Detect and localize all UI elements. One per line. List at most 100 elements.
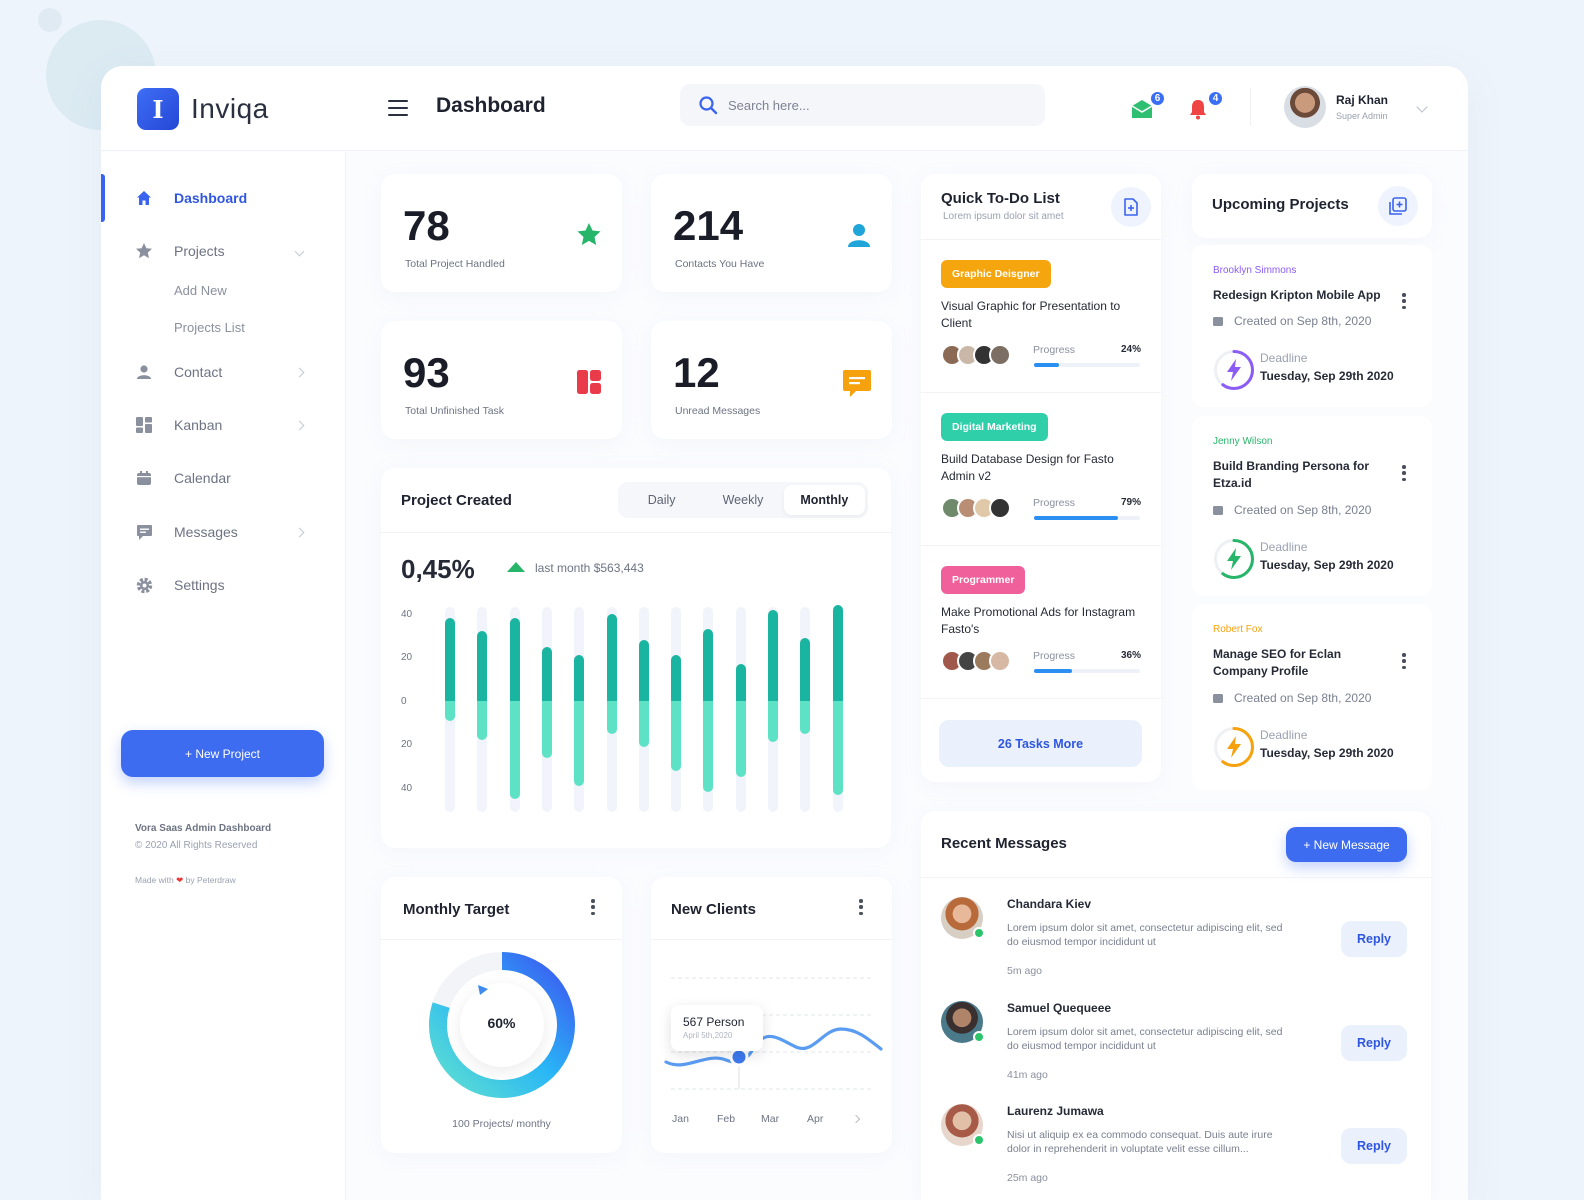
search-input[interactable] xyxy=(728,97,1028,113)
project-created-card: Project Created Daily Weekly Monthly 0,4… xyxy=(381,468,891,848)
bar-positive[interactable] xyxy=(832,605,843,701)
logo[interactable]: I Inviqa xyxy=(137,88,269,130)
chevron-right-icon[interactable] xyxy=(851,1114,861,1124)
deadline-date: Tuesday, Sep 29th 2020 xyxy=(1260,746,1394,760)
todo-task[interactable]: Programmer Make Promotional Ads for Inst… xyxy=(921,546,1161,699)
bar-negative[interactable] xyxy=(768,701,778,743)
user-role: Super Admin xyxy=(1336,111,1388,121)
envelope-icon xyxy=(1131,100,1153,118)
message-sender[interactable]: Samuel Quequeee xyxy=(1007,1000,1112,1015)
sidebar-subitem-projects-list[interactable]: Projects List xyxy=(174,320,245,335)
sidebar-item-messages[interactable]: Messages xyxy=(101,512,346,552)
todo-task[interactable]: Digital Marketing Build Database Design … xyxy=(921,393,1161,546)
project-card[interactable]: Robert Fox Manage SEO for Eclan Company … xyxy=(1192,604,1432,790)
message-time: 5m ago xyxy=(1007,965,1043,977)
reply-button[interactable]: Reply xyxy=(1341,921,1407,957)
bar-negative[interactable] xyxy=(477,701,488,741)
bar-negative[interactable] xyxy=(541,701,552,758)
more-options-icon[interactable] xyxy=(591,899,595,915)
bar-negative[interactable] xyxy=(832,701,843,795)
add-project-button[interactable] xyxy=(1378,186,1418,226)
sidebar-item-projects[interactable]: Projects xyxy=(101,231,346,271)
sidebar-subitem-add-new[interactable]: Add New xyxy=(174,283,227,298)
new-clients-line-chart xyxy=(664,977,883,1090)
more-tasks-button[interactable]: 26 Tasks More xyxy=(939,720,1142,767)
new-message-button[interactable]: + New Message xyxy=(1286,827,1407,862)
tab-monthly[interactable]: Monthly xyxy=(783,485,865,515)
bar-positive[interactable] xyxy=(477,631,488,701)
project-owner[interactable]: Brooklyn Simmons xyxy=(1213,265,1297,276)
more-options-icon[interactable] xyxy=(859,899,863,915)
bar-positive[interactable] xyxy=(800,637,811,701)
bar-positive[interactable] xyxy=(768,609,778,701)
message-sender[interactable]: Chandara Kiev xyxy=(1007,897,1092,911)
bar-negative[interactable] xyxy=(735,701,746,778)
bar-positive[interactable] xyxy=(735,664,746,701)
bar-negative[interactable] xyxy=(445,701,455,721)
bar-positive[interactable] xyxy=(509,618,520,701)
task-assignees xyxy=(941,497,1011,519)
project-title: Build Branding Persona for Etza.id xyxy=(1213,459,1370,490)
sidebar-item-contact[interactable]: Contact xyxy=(101,352,346,392)
progress-label: Progress xyxy=(1033,344,1076,356)
bar-negative[interactable] xyxy=(509,701,520,799)
recent-messages-card: Recent Messages + New Message Chandara K… xyxy=(921,811,1431,1200)
sidebar-item-calendar[interactable]: Calendar xyxy=(101,458,346,498)
reply-button[interactable]: Reply xyxy=(1341,1128,1407,1164)
bar-positive[interactable] xyxy=(703,629,714,701)
project-owner[interactable]: Robert Fox xyxy=(1213,624,1263,635)
bar-positive[interactable] xyxy=(671,655,682,701)
heart-icon: ❤ xyxy=(176,875,184,885)
todo-task[interactable]: Graphic Deisgner Visual Graphic for Pres… xyxy=(921,240,1161,393)
bar-negative[interactable] xyxy=(638,701,649,747)
task-title: Visual Graphic for Presentation to Clien… xyxy=(941,299,1121,330)
new-project-button[interactable]: + New Project xyxy=(121,730,324,777)
bar-positive[interactable] xyxy=(574,655,585,701)
project-card[interactable]: Brooklyn Simmons Redesign Kripton Mobile… xyxy=(1192,245,1432,407)
bar-negative[interactable] xyxy=(574,701,585,786)
deadline-label: Deadline xyxy=(1260,540,1308,554)
search-bar[interactable] xyxy=(680,84,1045,126)
progress-label: Progress xyxy=(1033,497,1076,509)
bar-positive[interactable] xyxy=(445,618,455,701)
avatar xyxy=(989,344,1011,366)
bar-negative[interactable] xyxy=(800,701,811,734)
more-options-icon[interactable] xyxy=(1402,465,1406,481)
project-owner[interactable]: Jenny Wilson xyxy=(1213,436,1273,447)
footer-title: Vora Saas Admin Dashboard xyxy=(135,823,272,834)
bar-positive[interactable] xyxy=(541,646,552,701)
avatar xyxy=(989,650,1011,672)
more-options-icon[interactable] xyxy=(1402,293,1406,309)
messages-button[interactable]: 6 xyxy=(1130,90,1166,124)
notifications-button[interactable]: 4 xyxy=(1188,90,1224,124)
user-profile[interactable]: Raj Khan Super Admin xyxy=(1284,86,1388,128)
message-item: Chandara Kiev Lorem ipsum dolor sit amet… xyxy=(921,897,1431,1000)
notifications-badge: 4 xyxy=(1207,90,1224,107)
bar-positive[interactable] xyxy=(606,614,617,701)
bar-positive[interactable] xyxy=(638,640,649,701)
message-sender[interactable]: Laurenz Jumawa xyxy=(1007,1104,1104,1118)
deadline-date: Tuesday, Sep 29th 2020 xyxy=(1260,369,1394,383)
chevron-down-icon[interactable] xyxy=(1416,101,1428,113)
bar-negative[interactable] xyxy=(606,701,617,734)
project-title: Manage SEO for Eclan Company Profile xyxy=(1213,647,1342,678)
tab-weekly[interactable]: Weekly xyxy=(722,493,764,507)
footer-copyright: © 2020 All Rights Reserved xyxy=(135,840,258,851)
progress-bar xyxy=(1034,669,1140,673)
sidebar-item-dashboard[interactable]: Dashboard xyxy=(101,174,346,222)
todo-title: Quick To-Do List xyxy=(941,190,1060,207)
sidebar-item-settings[interactable]: Settings xyxy=(101,565,346,605)
monthly-target-card: Monthly Target 60% 100 Projects/ monthy xyxy=(381,877,622,1153)
more-options-icon[interactable] xyxy=(1402,653,1406,669)
reply-button[interactable]: Reply xyxy=(1341,1024,1407,1061)
bar-negative[interactable] xyxy=(703,701,714,793)
bar-negative[interactable] xyxy=(671,701,682,771)
project-card[interactable]: Jenny Wilson Build Branding Persona for … xyxy=(1192,416,1432,596)
menu-toggle-icon[interactable] xyxy=(388,100,408,116)
add-todo-button[interactable] xyxy=(1111,187,1151,227)
user-name: Raj Khan xyxy=(1336,93,1389,107)
project-created-date: Created on Sep 8th, 2020 xyxy=(1234,314,1372,328)
sidebar-item-kanban[interactable]: Kanban xyxy=(101,405,346,445)
tab-daily[interactable]: Daily xyxy=(647,493,676,507)
calendar-icon xyxy=(1213,506,1223,515)
